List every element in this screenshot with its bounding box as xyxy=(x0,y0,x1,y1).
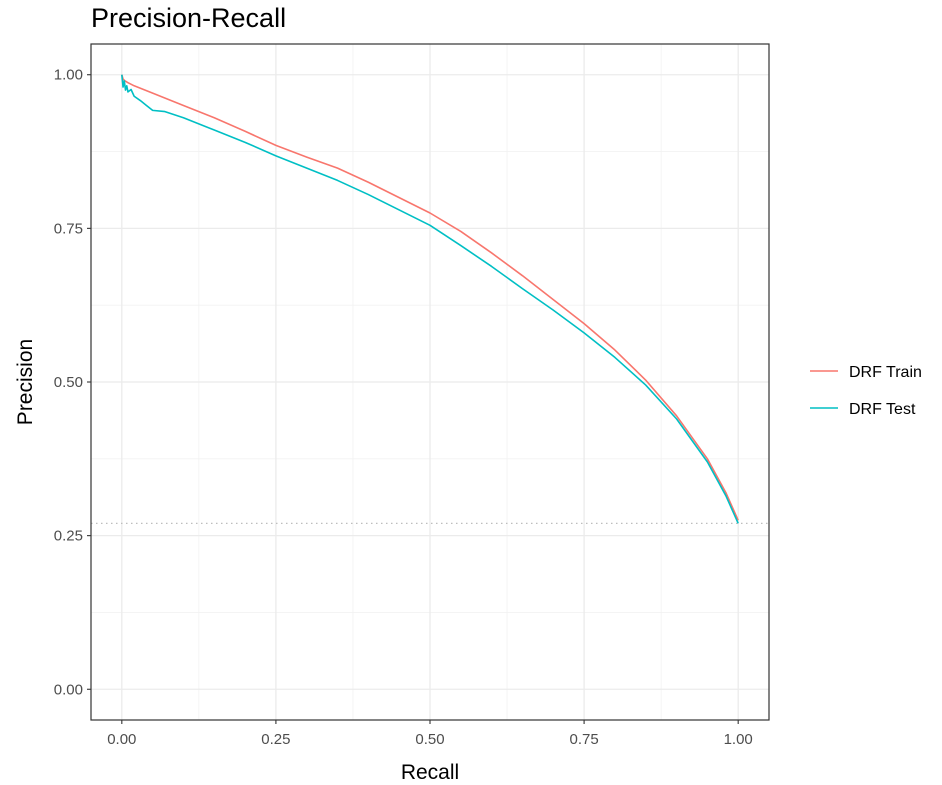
major-grid xyxy=(91,44,769,720)
x-axis-title: Recall xyxy=(401,761,459,784)
y-tick-label: 0.00 xyxy=(54,681,83,698)
x-tick-label: 0.00 xyxy=(107,731,136,748)
y-tick-label: 1.00 xyxy=(54,67,83,84)
x-axis-ticks: 0.00 0.25 0.50 0.75 1.00 xyxy=(107,720,753,748)
series-lines xyxy=(121,74,739,524)
series-line-1 xyxy=(121,74,739,524)
x-tick-label: 1.00 xyxy=(724,731,753,748)
y-axis-title: Precision xyxy=(14,339,37,425)
legend: DRF Train DRF Test xyxy=(810,364,922,418)
y-tick-label: 0.25 xyxy=(54,528,83,545)
legend-label-1: DRF Test xyxy=(849,401,916,418)
y-tick-label: 0.75 xyxy=(54,220,83,237)
y-axis-ticks: 0.00 0.25 0.50 0.75 1.00 xyxy=(54,67,91,698)
chart-title: Precision-Recall xyxy=(91,3,286,33)
legend-label-0: DRF Train xyxy=(849,364,922,381)
x-tick-label: 0.50 xyxy=(415,731,444,748)
x-tick-label: 0.25 xyxy=(261,731,290,748)
x-tick-label: 0.75 xyxy=(569,731,598,748)
y-tick-label: 0.50 xyxy=(54,374,83,391)
series-line-0 xyxy=(121,74,739,521)
